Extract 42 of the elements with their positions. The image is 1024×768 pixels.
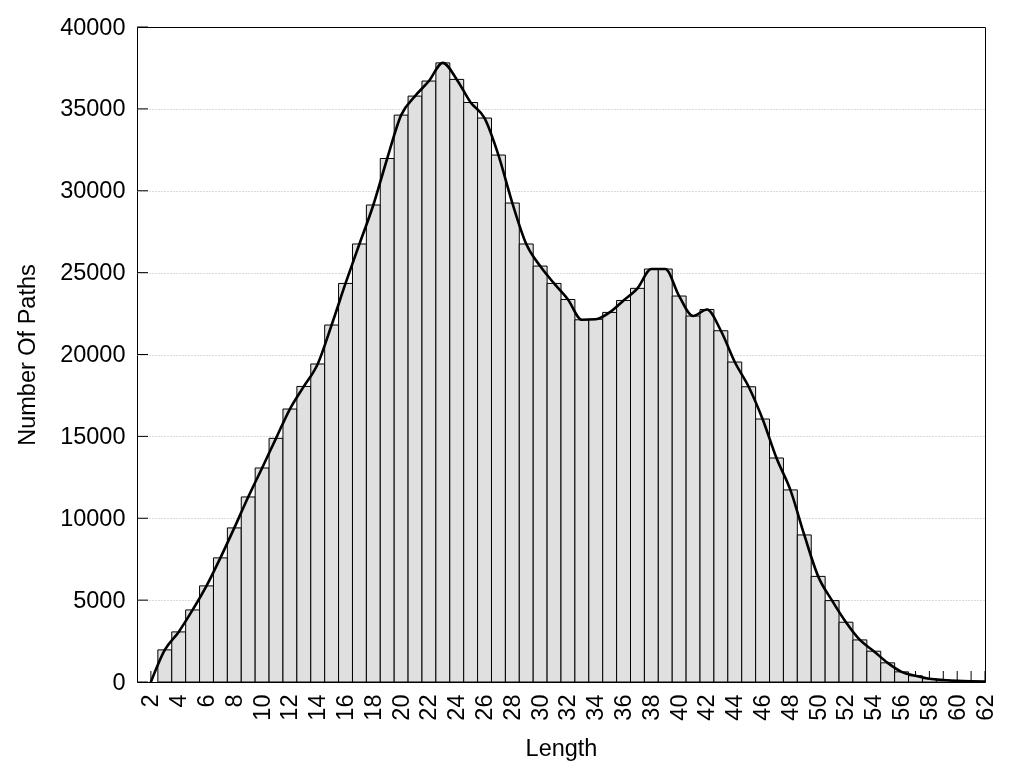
y-tick-label: 5000: [73, 586, 126, 613]
x-tick-label: 24: [443, 694, 470, 721]
x-tick-label: 44: [721, 694, 748, 721]
x-tick-label: 34: [582, 694, 609, 721]
x-tick-label: 42: [693, 694, 720, 721]
x-tick-label: 30: [526, 694, 553, 721]
x-tick-label: 56: [888, 694, 915, 721]
x-tick-label: 58: [915, 694, 942, 721]
y-tick-label: 10000: [60, 504, 126, 531]
x-tick-label: 22: [415, 694, 442, 721]
x-tick-label: 18: [359, 694, 386, 721]
y-tick-label: 15000: [60, 422, 126, 449]
x-tick-label: 38: [637, 694, 664, 721]
x-tick-label: 28: [498, 694, 525, 721]
x-tick-label: 62: [971, 694, 998, 721]
x-tick-label: 36: [610, 694, 637, 721]
x-tick-label: 54: [860, 694, 887, 721]
x-tick-label: 26: [471, 694, 498, 721]
y-tick-label: 0: [112, 668, 126, 695]
x-tick-label: 2: [137, 694, 164, 708]
y-tick-label: 40000: [60, 13, 126, 40]
y-tick-label: 20000: [60, 341, 126, 367]
x-tick-label: 10: [248, 694, 275, 721]
x-tick-label: 48: [776, 694, 803, 721]
y-tick-label: 35000: [60, 95, 126, 122]
x-tick-label: 32: [554, 694, 581, 721]
x-axis-title: Length: [525, 734, 598, 761]
x-tick-label: 6: [193, 694, 220, 708]
x-tick-label: 16: [332, 694, 359, 721]
x-tick-label: 46: [749, 694, 776, 721]
x-tick-label: 40: [665, 694, 692, 721]
x-tick-label: 8: [220, 694, 247, 708]
x-tick-label: 14: [304, 694, 331, 721]
x-tick-label: 12: [276, 694, 303, 721]
x-tick-label: 20: [387, 694, 414, 721]
x-tick-label: 4: [165, 694, 192, 708]
y-axis-title: Number Of Paths: [14, 264, 41, 446]
x-tick-label: 52: [832, 694, 859, 721]
x-tick-label: 60: [943, 694, 970, 721]
y-tick-label: 30000: [60, 177, 126, 204]
x-tick-label: 50: [804, 694, 831, 721]
y-tick-label: 25000: [60, 259, 126, 286]
